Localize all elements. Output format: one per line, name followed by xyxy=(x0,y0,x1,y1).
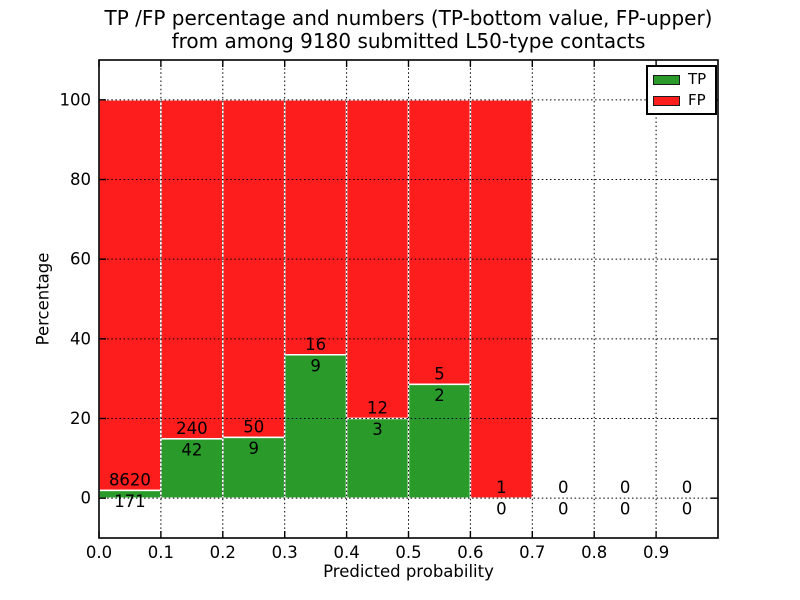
x-tick-label-7: 0.7 xyxy=(519,543,545,562)
legend-item-tp: TP xyxy=(653,72,710,87)
tp-count-label-1: 42 xyxy=(181,440,202,459)
y-tick-label-1: 20 xyxy=(70,409,91,428)
chart-title-line-2: from among 9180 submitted L50-type conta… xyxy=(171,29,646,53)
fp-count-label-2: 50 xyxy=(243,417,264,436)
x-tick-label-8: 0.8 xyxy=(581,543,607,562)
y-tick-label-0: 0 xyxy=(81,489,92,508)
fp-count-label-8: 0 xyxy=(620,478,631,497)
fp-count-label-9: 0 xyxy=(682,478,693,497)
x-tick-label-6: 0.6 xyxy=(457,543,483,562)
tp-count-label-7: 0 xyxy=(558,500,569,519)
legend-swatch-tp xyxy=(653,74,680,85)
x-tick-label-9: 0.9 xyxy=(643,543,669,562)
y-axis-label: Percentage xyxy=(33,252,53,346)
fp-count-label-6: 1 xyxy=(496,478,507,497)
legend-label-fp: FP xyxy=(688,91,706,109)
bar-fp-segment-5 xyxy=(407,99,472,386)
bar-fp-segment-1 xyxy=(160,99,224,440)
tp-count-label-3: 9 xyxy=(310,356,321,375)
tp-count-label-8: 0 xyxy=(620,500,631,519)
bar-fp-segment-2 xyxy=(222,99,286,439)
tp-count-label-9: 0 xyxy=(682,500,693,519)
fp-count-label-5: 5 xyxy=(434,364,445,383)
bar-fp-segment-6 xyxy=(469,99,534,499)
bar-fp-segment-0 xyxy=(98,99,162,492)
fp-count-label-1: 240 xyxy=(176,419,208,438)
tp-count-label-6: 0 xyxy=(496,500,507,519)
bar-tp-segment-2 xyxy=(222,436,286,499)
bar-fp-segment-4 xyxy=(345,99,410,420)
tp-count-label-0: 171 xyxy=(114,492,146,511)
y-tick-label-5: 100 xyxy=(60,90,92,109)
x-tick-label-5: 0.5 xyxy=(395,543,421,562)
x-axis-label: Predicted probability xyxy=(323,562,494,581)
tp-count-label-4: 3 xyxy=(372,420,383,439)
x-tick-label-4: 0.4 xyxy=(333,543,359,562)
x-tick-label-3: 0.3 xyxy=(272,543,298,562)
bar-fp-segment-3 xyxy=(283,99,348,356)
fp-count-label-0: 8620 xyxy=(109,470,151,489)
legend-swatch-fp xyxy=(653,95,680,106)
tp-count-label-2: 9 xyxy=(249,439,260,458)
chart-title: TP /FP percentage and numbers (TP-bottom… xyxy=(99,7,718,53)
y-tick-label-2: 40 xyxy=(70,329,91,348)
y-tick-label-3: 60 xyxy=(70,250,91,269)
fp-count-label-7: 0 xyxy=(558,478,569,497)
bar-tp-segment-4 xyxy=(345,417,410,499)
legend-label-tp: TP xyxy=(688,70,707,88)
fp-count-label-4: 12 xyxy=(367,399,388,418)
tp-count-label-5: 2 xyxy=(434,386,445,405)
x-tick-label-2: 0.2 xyxy=(210,543,236,562)
y-tick-label-4: 80 xyxy=(70,170,91,189)
legend-item-fp: FP xyxy=(653,93,710,108)
bar-tp-segment-3 xyxy=(283,354,348,499)
x-tick-label-1: 0.1 xyxy=(148,543,174,562)
x-tick-label-0: 0.0 xyxy=(86,543,112,562)
chart-title-line-1: TP /FP percentage and numbers (TP-bottom… xyxy=(104,6,713,30)
legend: TP FP xyxy=(646,65,717,115)
fp-count-label-3: 16 xyxy=(305,335,326,354)
bar-tp-segment-5 xyxy=(407,383,472,499)
